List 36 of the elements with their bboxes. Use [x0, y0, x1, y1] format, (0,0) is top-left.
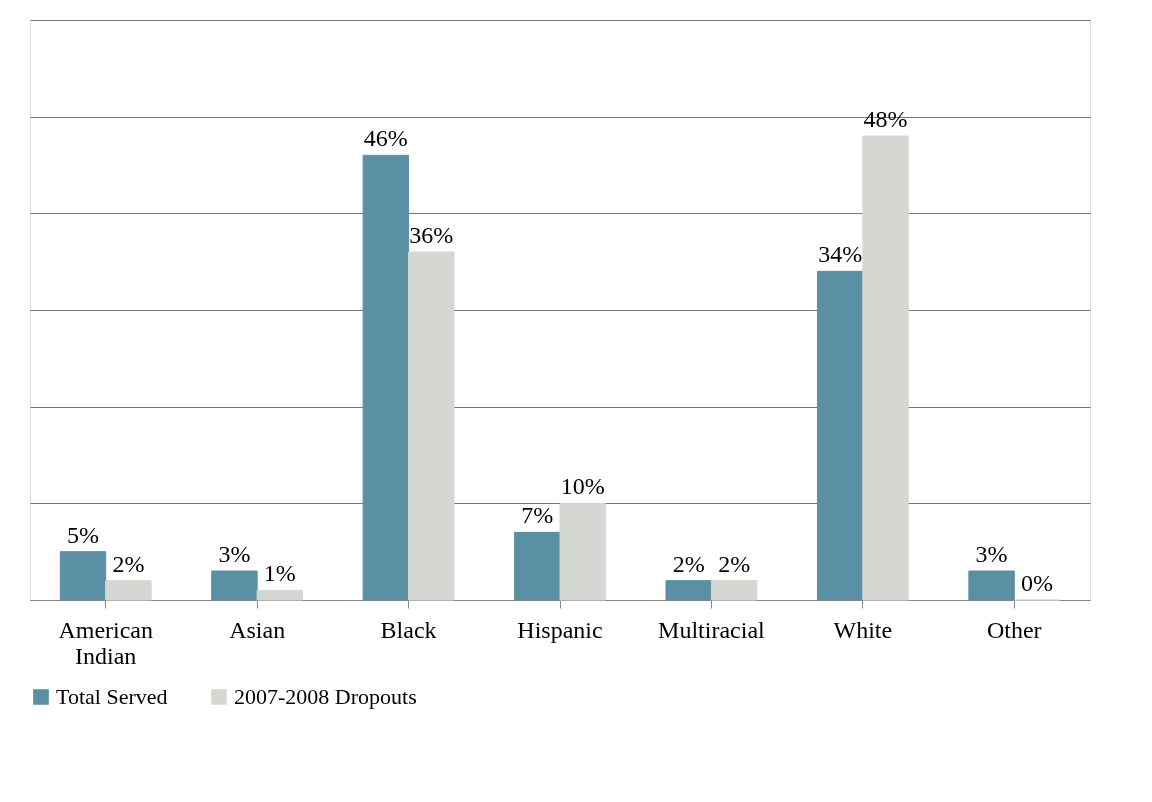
data-label: 7% — [521, 502, 554, 529]
x-tick-label: Asian — [229, 616, 286, 643]
data-label: 5% — [67, 521, 99, 548]
data-label: 10% — [560, 473, 605, 500]
bar — [665, 580, 712, 601]
data-label: 0% — [1021, 570, 1053, 596]
x-tick-label: American Indian — [58, 616, 154, 669]
bar — [559, 502, 606, 601]
legend-label: Total Served — [56, 684, 168, 709]
bar — [514, 531, 561, 601]
data-label: 46% — [363, 125, 408, 152]
x-tick-label: White — [833, 616, 893, 643]
bar — [710, 580, 758, 601]
bar — [256, 589, 304, 601]
data-label: 3% — [218, 541, 251, 567]
data-label: 48% — [863, 106, 908, 132]
data-label: 2% — [718, 550, 751, 577]
data-label: 36% — [409, 222, 454, 248]
x-tick-label: Other — [986, 616, 1042, 643]
bar — [362, 154, 410, 601]
data-label: 2% — [112, 550, 145, 577]
x-tick-label: Black — [380, 616, 437, 643]
data-label: 34% — [818, 241, 863, 268]
bar — [816, 270, 864, 601]
bar — [968, 570, 1015, 601]
bar — [862, 135, 909, 601]
bar — [59, 551, 107, 601]
data-label: 1% — [263, 560, 296, 587]
bar — [408, 251, 455, 601]
x-tick-label: Multiracial — [658, 616, 766, 643]
x-tick-label: Hispanic — [517, 616, 603, 643]
bar — [105, 580, 152, 601]
data-label: 2% — [672, 550, 705, 577]
data-label: 3% — [975, 541, 1008, 567]
bar — [211, 570, 258, 601]
legend-label: 2007-2008 Dropouts — [234, 684, 417, 709]
